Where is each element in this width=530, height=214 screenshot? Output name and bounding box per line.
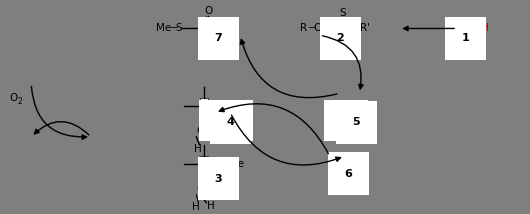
Text: S: S <box>339 8 346 18</box>
Text: R: R <box>300 24 307 33</box>
Text: 2: 2 <box>337 33 344 43</box>
Text: OH: OH <box>473 24 489 33</box>
Text: 7: 7 <box>214 33 222 43</box>
Text: 2: 2 <box>17 97 22 106</box>
Text: O: O <box>204 6 213 16</box>
Text: R: R <box>459 24 466 33</box>
Text: −: − <box>308 24 316 33</box>
Text: R': R' <box>360 24 370 33</box>
Text: 4: 4 <box>226 117 234 128</box>
Text: H: H <box>207 201 215 211</box>
Text: Me˙: Me˙ <box>214 116 237 126</box>
Text: B: B <box>201 101 207 110</box>
Text: S: S <box>175 24 182 33</box>
Text: O: O <box>314 24 322 33</box>
Text: 5: 5 <box>352 117 360 128</box>
Text: O: O <box>10 93 17 103</box>
Bar <box>200 98 208 114</box>
Text: 1: 1 <box>462 33 470 43</box>
Text: −: − <box>342 159 351 169</box>
Text: −: − <box>467 24 476 33</box>
Text: 3: 3 <box>214 174 222 184</box>
Text: H: H <box>192 202 200 213</box>
Text: R': R' <box>225 24 235 33</box>
Text: −: − <box>170 24 178 33</box>
Bar <box>200 156 208 172</box>
Text: −Me: −Me <box>221 159 245 169</box>
Text: O: O <box>196 126 205 136</box>
Text: R˙: R˙ <box>340 116 353 126</box>
Text: H: H <box>195 144 202 154</box>
Text: 6: 6 <box>344 169 352 179</box>
Text: Me: Me <box>156 24 171 33</box>
Text: R: R <box>334 159 342 169</box>
Text: B: B <box>201 159 207 168</box>
Text: H: H <box>349 159 356 169</box>
Text: O: O <box>196 184 205 194</box>
